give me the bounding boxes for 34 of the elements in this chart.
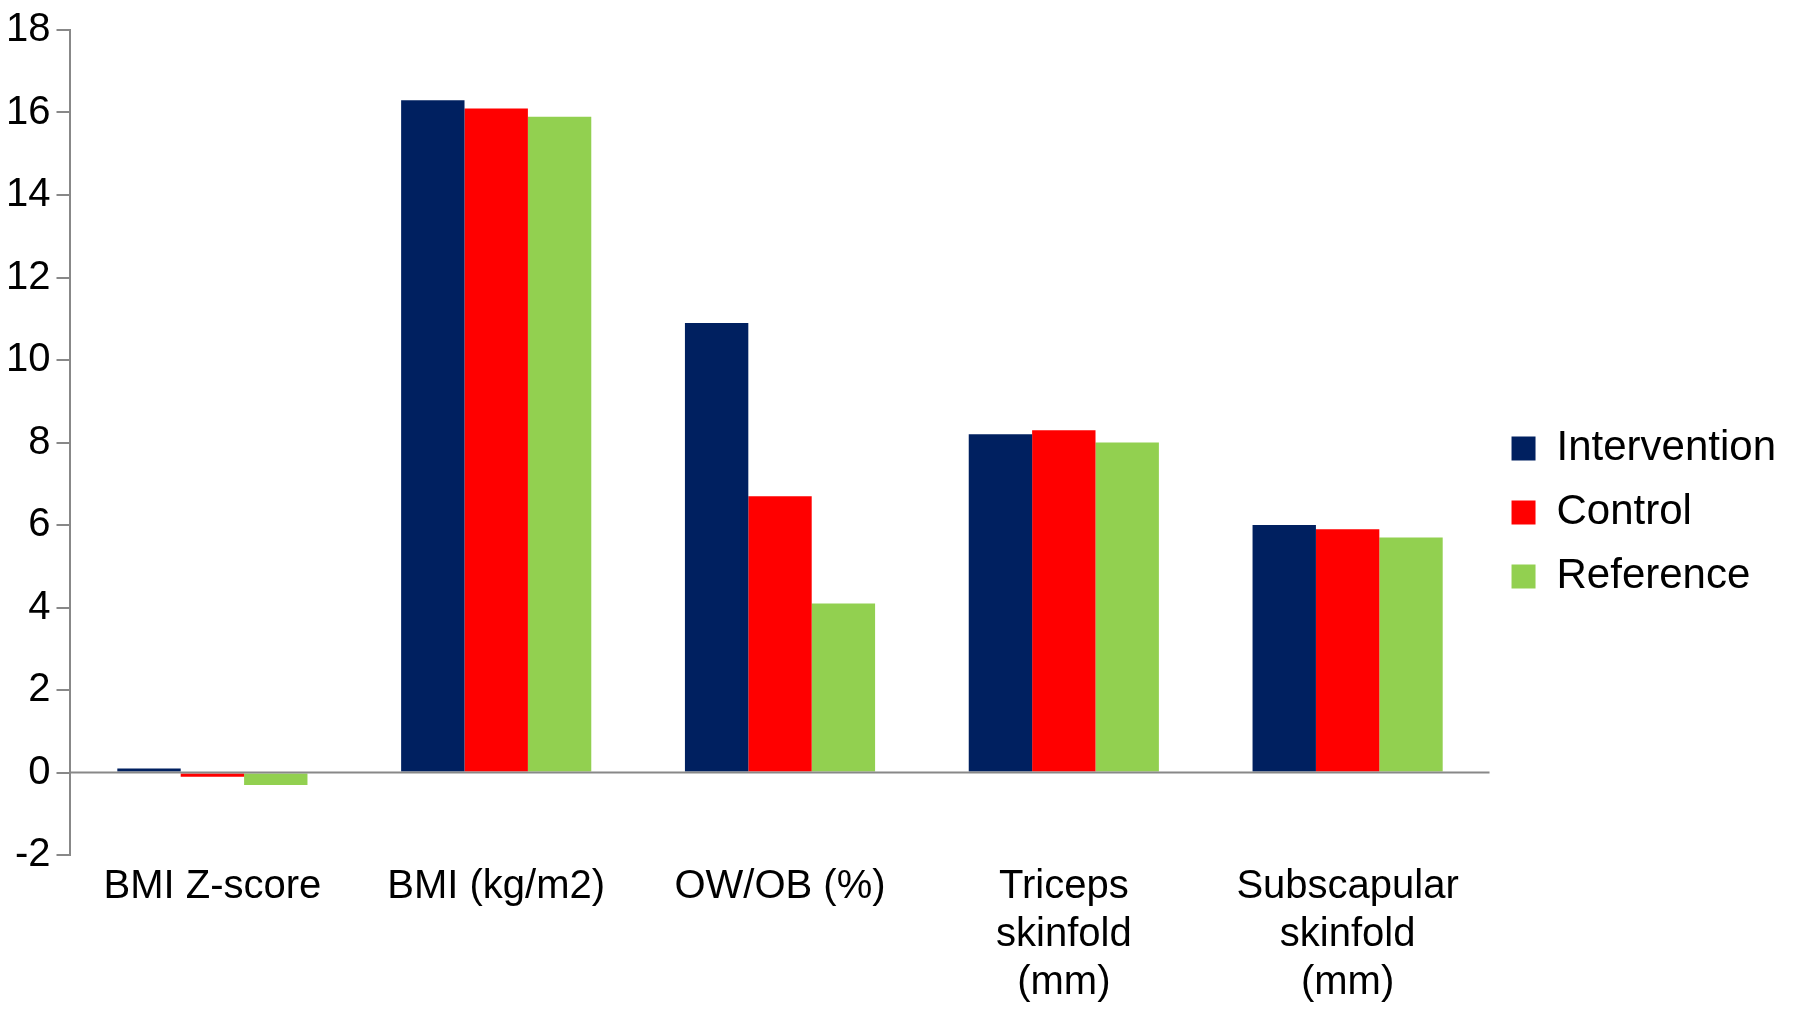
legend-label: Control — [1556, 486, 1692, 534]
legend-label: Intervention — [1556, 422, 1777, 470]
y-tick-label: 4 — [28, 582, 51, 627]
bar — [968, 434, 1033, 772]
y-tick-label: -2 — [14, 830, 51, 875]
y-tick-label: 16 — [5, 87, 51, 132]
bar — [244, 773, 308, 785]
x-tick-label: OW/OB (%) — [674, 862, 886, 907]
y-tick-label: 18 — [5, 5, 51, 50]
bar — [1032, 430, 1096, 772]
x-tick-label: Subscapular skinfold (mm) — [1236, 862, 1459, 1003]
bar — [1315, 529, 1380, 772]
bar — [180, 773, 245, 777]
bar — [684, 322, 749, 772]
bar — [117, 768, 181, 772]
bar — [748, 496, 812, 772]
y-tick-label: 6 — [28, 500, 51, 545]
bar — [401, 100, 465, 772]
y-tick-label: 8 — [28, 417, 51, 462]
bar — [1095, 442, 1159, 772]
y-tick-label: 2 — [28, 665, 51, 710]
x-tick-label: BMI Z-score — [103, 862, 322, 907]
legend-label: Reference — [1556, 550, 1751, 598]
y-tick-label: 10 — [5, 335, 51, 380]
bar — [811, 603, 876, 772]
x-tick-label: Triceps skinfold (mm) — [996, 862, 1132, 1003]
x-tick-label: BMI (kg/m2) — [387, 862, 606, 907]
y-tick-label: 0 — [28, 747, 51, 792]
y-tick-label: 14 — [5, 170, 51, 215]
bar — [1379, 537, 1443, 772]
bar — [464, 108, 528, 772]
y-tick-label: 12 — [5, 252, 51, 297]
bar — [527, 116, 592, 772]
bar — [1252, 525, 1316, 772]
